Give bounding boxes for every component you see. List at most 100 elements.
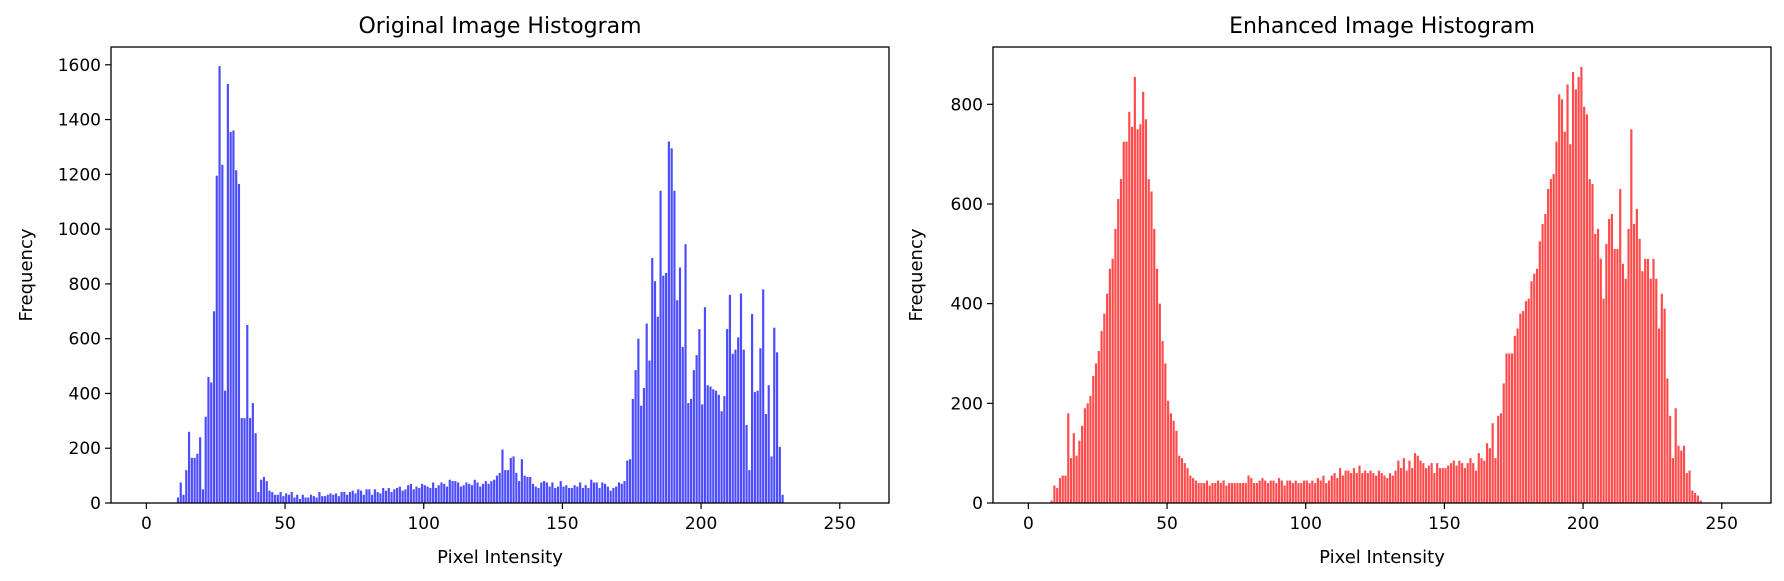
histogram-bar — [1197, 483, 1200, 503]
histogram-bar — [346, 494, 349, 503]
histogram-bar — [354, 493, 357, 503]
histogram-bar — [1264, 480, 1267, 503]
histogram-bar — [781, 494, 784, 503]
histogram-bar — [1377, 470, 1381, 503]
histogram-bar — [337, 496, 340, 503]
histogram-bar — [670, 148, 673, 503]
histogram-bar — [1352, 468, 1356, 503]
histogram-bar — [551, 482, 554, 503]
histogram-bar — [737, 337, 740, 503]
histogram-bar — [201, 489, 205, 503]
histogram-bar — [448, 479, 451, 503]
y-tick-label: 0 — [972, 494, 983, 514]
histogram-bar — [623, 481, 626, 503]
histogram-bar — [1192, 478, 1195, 503]
histogram-bar — [1153, 228, 1156, 503]
histogram-bar — [384, 490, 388, 503]
histogram-bar — [1208, 485, 1211, 503]
histogram-bar — [770, 456, 773, 503]
histogram-bar — [1621, 263, 1625, 503]
histogram-bar — [1474, 470, 1478, 503]
bar-series-original — [176, 66, 784, 504]
histogram-bar — [703, 307, 707, 503]
histogram-bar — [490, 481, 493, 503]
histogram-bar — [1344, 470, 1347, 503]
histogram-bar — [1469, 458, 1472, 503]
histogram-bar — [323, 496, 327, 503]
x-tick-label: 50 — [1156, 514, 1178, 534]
histogram-bar — [1069, 458, 1073, 503]
histogram-bar — [1602, 298, 1605, 503]
histogram-bar — [615, 486, 618, 503]
histogram-bar — [1314, 483, 1317, 503]
histogram-bar — [1519, 313, 1522, 503]
histogram-bar — [1516, 328, 1519, 503]
histogram-bar — [1081, 425, 1084, 503]
histogram-bar — [240, 418, 243, 503]
histogram-bar — [1641, 271, 1644, 503]
histogram-bar — [529, 476, 532, 503]
histogram-bar — [176, 497, 180, 503]
histogram-bar — [1341, 475, 1344, 503]
histogram-bar — [395, 487, 399, 503]
histogram-bar — [1350, 473, 1353, 503]
y-tick-label: 600 — [951, 195, 983, 215]
histogram-bar — [321, 496, 324, 503]
histogram-bar — [390, 492, 393, 503]
histogram-bar — [312, 496, 315, 503]
histogram-bar — [1339, 468, 1342, 503]
histogram-bar — [1286, 480, 1289, 503]
histogram-bar — [332, 494, 335, 503]
histogram-bar — [187, 431, 191, 503]
histogram-bar — [773, 327, 776, 503]
histogram-bar — [1644, 258, 1647, 503]
histogram-bar — [1699, 500, 1702, 503]
histogram-bar — [651, 257, 654, 503]
histogram-bar — [498, 472, 501, 503]
histogram-bar — [653, 281, 657, 503]
histogram-bar — [1571, 71, 1575, 504]
histogram-bar — [1663, 308, 1666, 503]
histogram-bar — [318, 492, 321, 503]
histogram-bar — [678, 267, 682, 503]
histogram-bar — [484, 481, 487, 503]
histogram-bar — [1189, 475, 1192, 503]
histogram-bar — [343, 492, 346, 503]
histogram-bar — [251, 403, 254, 503]
histogram-bar — [537, 487, 540, 503]
histogram-bar — [689, 398, 693, 503]
histogram-bar — [1072, 433, 1075, 503]
histogram-bar — [232, 130, 235, 503]
histogram-bar — [731, 353, 734, 503]
histogram-bar — [179, 482, 182, 503]
histogram-bar — [420, 483, 424, 503]
histogram-bar — [667, 141, 670, 504]
histogram-bar — [437, 485, 440, 503]
bar-series-enhanced — [1050, 66, 1702, 504]
x-tick-label: 100 — [407, 514, 439, 534]
histogram-bar — [1075, 455, 1078, 503]
y-tick-label: 1600 — [58, 56, 101, 76]
histogram-bar — [445, 486, 449, 503]
histogram-bar — [759, 348, 762, 503]
histogram-bar — [1477, 453, 1480, 503]
histogram-bar — [1585, 114, 1589, 503]
histogram-bar — [196, 453, 199, 503]
histogram-bar — [1408, 460, 1411, 503]
histogram-bar — [1056, 488, 1059, 503]
histogram-bar — [1677, 445, 1680, 503]
histogram-bar — [1652, 258, 1655, 503]
x-tick-label: 50 — [274, 514, 296, 534]
histogram-bar — [581, 487, 584, 503]
histogram-bar — [767, 385, 770, 503]
histogram-bar — [235, 170, 238, 504]
histogram-bar — [1455, 465, 1458, 503]
histogram-bar — [224, 390, 227, 503]
histogram-bar — [1111, 258, 1114, 503]
histogram-bar — [401, 490, 404, 503]
chart-enhanced: Enhanced Image Histogram 0 50 100 150 200 250… — [906, 14, 1772, 568]
histogram-bar — [1136, 129, 1139, 504]
histogram-bar — [218, 66, 221, 504]
histogram-bar — [473, 479, 476, 503]
